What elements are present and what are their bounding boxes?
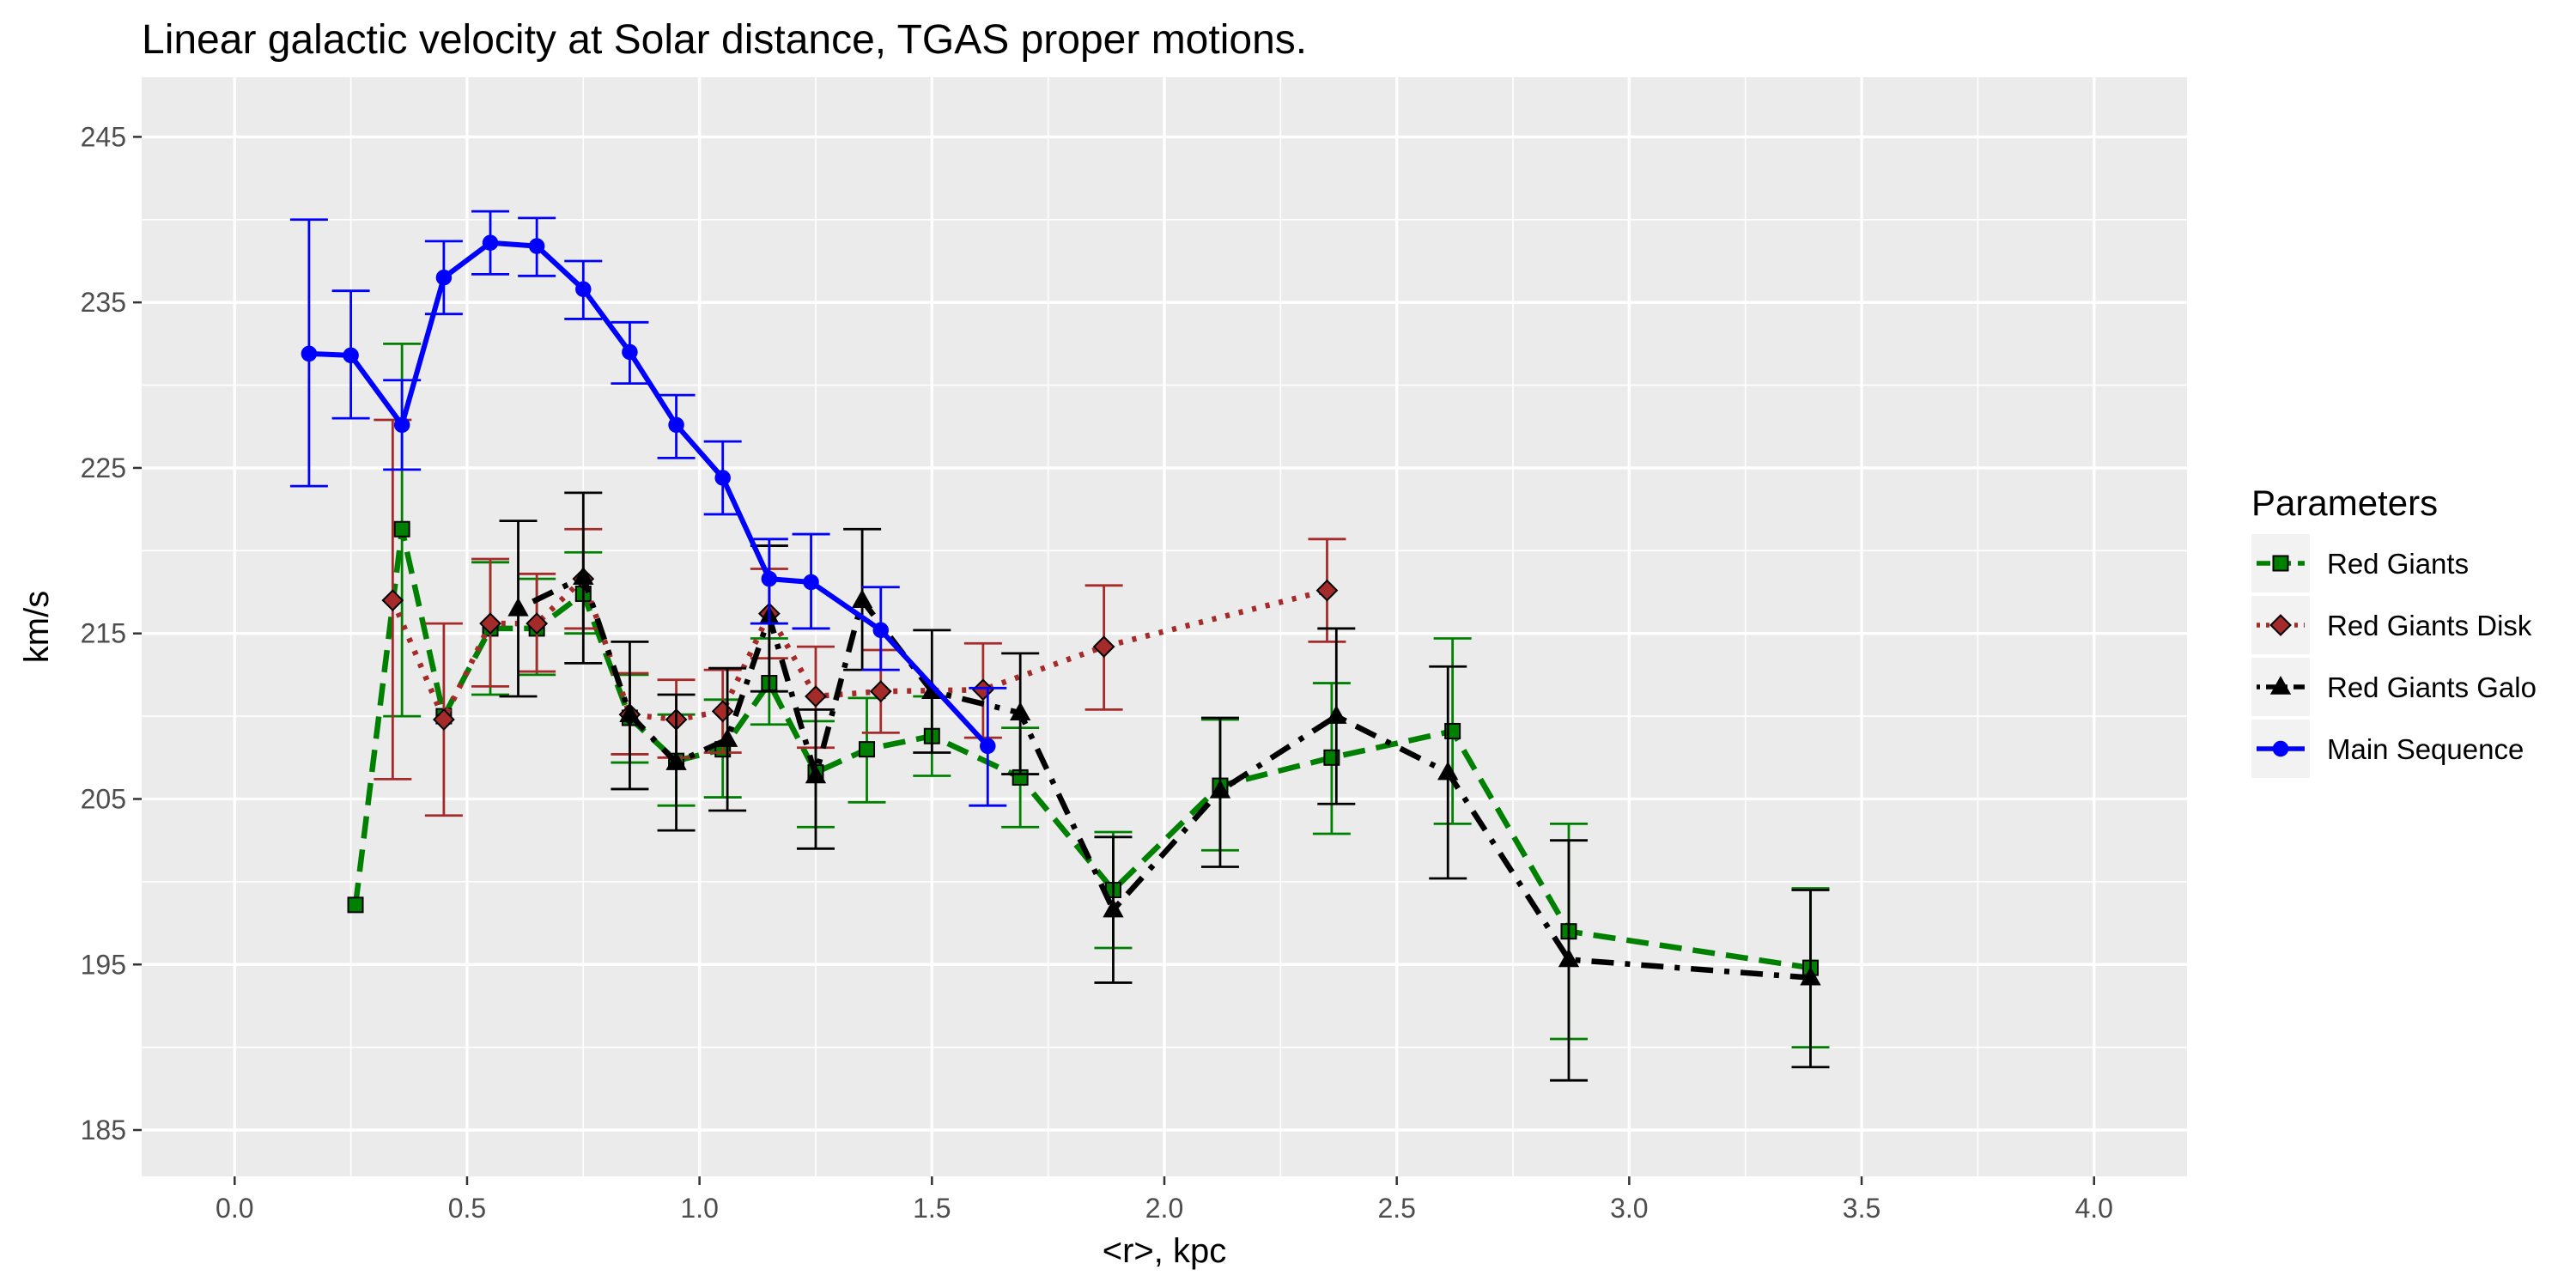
data-point (714, 470, 731, 486)
y-axis-title: km/s (18, 591, 56, 663)
legend-label: Red Giants Galo (2327, 671, 2537, 703)
data-point (301, 345, 318, 362)
data-point (575, 281, 592, 297)
legend-item: Red Giants Galo (2251, 658, 2537, 716)
legend-label: Red Giants Disk (2327, 610, 2532, 641)
grid-major (142, 77, 2187, 1176)
data-point (851, 589, 873, 608)
data-point (526, 612, 549, 635)
y-tick-label: 245 (81, 121, 126, 152)
series-layer (289, 210, 1830, 1082)
data-point (971, 678, 994, 702)
y-tick-label: 235 (81, 287, 126, 318)
legend-key-marker (2269, 614, 2292, 636)
data-point (668, 416, 684, 434)
x-tick-label: 4.0 (2075, 1193, 2112, 1224)
data-point (482, 234, 499, 252)
y-tick-label: 195 (81, 949, 126, 980)
data-point (665, 751, 687, 770)
legend-key-marker (2272, 555, 2289, 572)
data-point (1437, 761, 1459, 781)
x-tick-label: 1.5 (913, 1193, 951, 1224)
data-point (343, 347, 359, 364)
data-point (1092, 635, 1115, 659)
legend-key-marker (2269, 675, 2292, 695)
data-point (435, 270, 453, 286)
legend-label: Red Giants (2327, 548, 2469, 580)
data-point (432, 708, 455, 731)
data-point (869, 680, 892, 703)
data-point (716, 728, 738, 747)
legend-title: Parameters (2251, 483, 2438, 523)
data-point (1315, 579, 1339, 602)
x-tick-label: 1.0 (680, 1193, 718, 1224)
x-tick-label: 2.0 (1145, 1193, 1183, 1224)
data-point (622, 343, 638, 361)
data-point (859, 741, 876, 758)
legend-item: Red Giants (2251, 534, 2469, 592)
y-tick-label: 215 (81, 618, 126, 649)
data-point (1326, 705, 1347, 724)
data-point (507, 597, 529, 617)
y-tick-label: 205 (81, 783, 126, 814)
legend-label: Main Sequence (2327, 733, 2524, 765)
data-point (805, 764, 827, 784)
x-tick-label: 2.5 (1377, 1193, 1415, 1224)
data-point (1103, 898, 1124, 918)
data-point (347, 896, 364, 914)
data-point (1558, 948, 1580, 968)
legend-item: Red Giants Disk (2251, 596, 2532, 654)
data-point (803, 574, 819, 591)
data-point (393, 416, 410, 434)
y-tick-label: 185 (81, 1115, 126, 1145)
x-tick-label: 3.5 (1843, 1193, 1880, 1224)
data-point (528, 238, 545, 254)
data-point (872, 622, 890, 639)
axis-layer: 0.0 0.5 1.0 1.5 2.0 2.5 3.0 3.5 4.0 185 195 205 215 2… (81, 121, 2113, 1224)
x-tick-label: 3.0 (1610, 1193, 1648, 1224)
data-point (805, 685, 827, 708)
legend-key-marker (2272, 740, 2289, 757)
series-line (390, 575, 1328, 723)
x-tick-label: 0.5 (448, 1193, 486, 1224)
data-point (619, 703, 641, 722)
data-point (393, 520, 410, 538)
data-point (761, 570, 778, 587)
data-point (711, 700, 734, 723)
x-tick-label: 0.0 (216, 1193, 253, 1224)
data-point (1009, 702, 1031, 721)
data-point (479, 612, 501, 635)
data-point (573, 566, 594, 585)
data-point (1800, 966, 1821, 986)
x-axis-title: <r>, kpc (1103, 1232, 1227, 1270)
chart-title: Linear galactic velocity at Solar distan… (142, 17, 1307, 63)
data-point (381, 589, 404, 612)
series-main-sequence (289, 210, 1007, 807)
legend-item: Main Sequence (2251, 720, 2524, 778)
y-tick-label: 225 (81, 453, 126, 483)
data-point (980, 738, 996, 755)
data-point (1209, 779, 1231, 799)
legend-items: Red Giants Red Giants Disk Red Giants Galo… (2251, 534, 2537, 778)
